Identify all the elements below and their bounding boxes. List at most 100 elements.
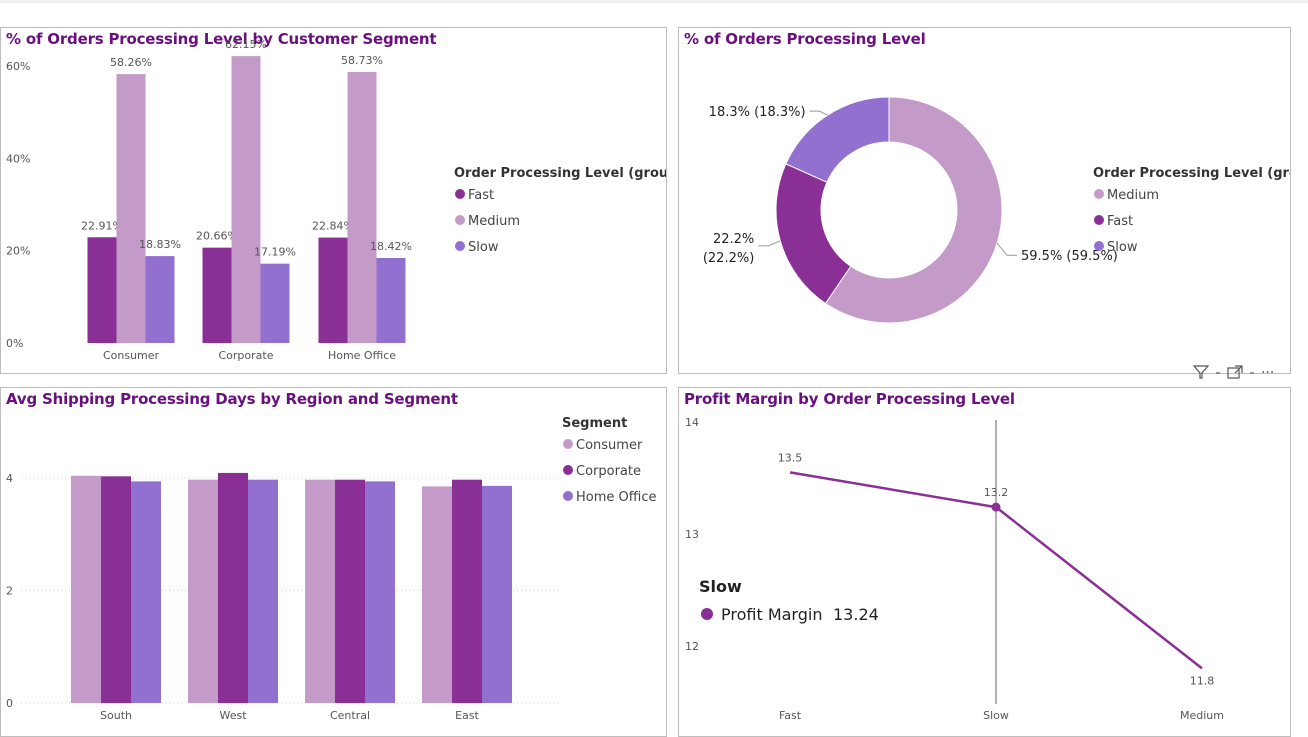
donut-label-slow: 18.3% (18.3%): [709, 105, 806, 120]
bar-home-office: [248, 479, 278, 703]
legend-marker-corporate: [563, 465, 573, 475]
data-label: 22.91%: [81, 219, 123, 232]
bar-consumer: [188, 479, 218, 703]
tooltip-title: Slow: [699, 577, 742, 596]
chart-orders-by-segment-svg: 0% 20% 40% 60% 22.91% 58.26% 18.83% Consumer 20.…: [6, 38, 667, 362]
chart-orders-by-segment[interactable]: % of Orders Processing Level by Customer…: [0, 27, 667, 374]
bar-medium: [116, 74, 146, 343]
leader-line: [996, 242, 1018, 256]
tooltip-marker: [701, 608, 713, 620]
donut-slice-slow: [785, 96, 890, 183]
y-tick-label: 20%: [6, 245, 30, 258]
bar-medium: [347, 71, 377, 343]
legend-marker-medium: [1094, 189, 1104, 199]
legend-title: Order Processing Level (gro...: [1093, 166, 1291, 181]
tooltip-box: [691, 568, 891, 638]
bar-corporate: [452, 479, 482, 703]
donut-label-fast: 22.2%: [713, 232, 754, 247]
legend-item-medium: Medium: [468, 214, 520, 229]
bar-consumer: [422, 486, 452, 703]
legend-marker-fast: [1094, 215, 1104, 225]
data-label: 20.66%: [196, 230, 238, 243]
y-tick-label: 60%: [6, 60, 30, 73]
legend-marker-home-office: [563, 491, 573, 501]
data-label: 11.8: [1190, 674, 1215, 687]
legend-item-medium: Medium: [1107, 188, 1159, 203]
bar-corporate: [335, 479, 365, 703]
x-tick-label: West: [219, 709, 247, 722]
data-label: 62.15%: [225, 38, 267, 51]
x-tick-label: South: [100, 709, 132, 722]
tooltip-value: 13.24: [833, 605, 879, 624]
x-tick-label: Central: [330, 709, 370, 722]
x-tick-label: Consumer: [103, 349, 160, 362]
chart-title: % of Orders Processing Level by Customer…: [6, 30, 437, 48]
visual-header: - - ···: [1192, 363, 1275, 381]
legend-item-corporate: Corporate: [576, 464, 641, 479]
more-options-icon[interactable]: ···: [1260, 365, 1275, 381]
donut-label-medium: 59.5% (59.5%): [1021, 249, 1118, 264]
y-tick-label: 40%: [6, 152, 30, 165]
bar-slow: [376, 257, 406, 343]
chart-profit-margin[interactable]: Profit Margin by Order Processing Level …: [678, 387, 1291, 737]
bar-fast: [87, 237, 117, 343]
separator: -: [1215, 365, 1221, 381]
legend-item-slow: Slow: [468, 240, 499, 255]
legend-marker-medium: [455, 215, 465, 225]
bar-home-office: [365, 481, 395, 703]
leader-line: [758, 240, 781, 247]
data-label: 58.26%: [110, 56, 152, 69]
data-label: 13.2: [984, 486, 1009, 499]
chart-orders-processing-donut-svg: 59.5% (59.5%) 22.2% (22.2%) 18.3% (18.3%) Or…: [703, 96, 1291, 324]
top-bar: [0, 0, 1308, 3]
data-label: 22.84%: [312, 220, 354, 233]
x-tick-label: Fast: [779, 709, 802, 722]
data-point-slow: [991, 502, 1001, 512]
tooltip-measure: Profit Margin: [721, 605, 822, 624]
x-tick-label: Home Office: [328, 349, 396, 362]
y-tick-label: 14: [685, 416, 699, 429]
y-tick-label: 13: [685, 528, 699, 541]
y-tick-label: 0%: [6, 337, 23, 350]
donut-slice-fast: [775, 163, 852, 305]
legend-title: Segment: [562, 416, 627, 431]
bar-home-office: [131, 481, 161, 703]
y-tick-label: 0: [6, 697, 13, 710]
donut-label-fast-pct: (22.2%): [703, 251, 754, 266]
y-tick-label: 2: [6, 585, 13, 598]
y-tick-label: 12: [685, 640, 699, 653]
y-tick-label: 4: [6, 472, 13, 485]
chart-orders-processing-donut[interactable]: % of Orders Processing Level 59.5% (59.5…: [678, 27, 1291, 374]
x-tick-label: Corporate: [219, 349, 274, 362]
legend-marker-slow: [1094, 241, 1104, 251]
bar-corporate: [101, 476, 131, 703]
filter-icon[interactable]: [1192, 365, 1213, 381]
chart-shipping-days[interactable]: Avg Shipping Processing Days by Region a…: [0, 387, 667, 737]
legend-item-slow: Slow: [1107, 240, 1138, 255]
legend-marker-fast: [455, 189, 465, 199]
bar-consumer: [71, 475, 101, 703]
bar-corporate: [218, 472, 248, 703]
bar-consumer: [305, 479, 335, 703]
legend-title: Order Processing Level (groups): [454, 166, 667, 181]
chart-title: Profit Margin by Order Processing Level: [684, 390, 1015, 408]
legend-marker-consumer: [563, 439, 573, 449]
chart-title: Avg Shipping Processing Days by Region a…: [6, 390, 458, 408]
bar-fast: [318, 237, 348, 343]
legend-item-home-office: Home Office: [576, 490, 656, 505]
data-label: 18.83%: [139, 238, 181, 251]
legend-item-consumer: Consumer: [576, 438, 643, 453]
data-label: 13.5: [778, 451, 803, 464]
bar-slow: [145, 256, 175, 343]
separator: -: [1249, 365, 1255, 381]
legend-item-fast: Fast: [1107, 214, 1133, 229]
chart-shipping-days-svg: 0 2 4 South West Central East Segment Consumer Co…: [6, 416, 656, 722]
bar-fast: [202, 247, 232, 343]
bar-medium: [231, 56, 261, 344]
focus-mode-icon[interactable]: [1227, 365, 1247, 381]
x-tick-label: Medium: [1180, 709, 1224, 722]
leader-line: [809, 110, 828, 116]
data-label: 58.73%: [341, 54, 383, 67]
x-tick-label: Slow: [983, 709, 1009, 722]
chart-title: % of Orders Processing Level: [684, 30, 926, 48]
